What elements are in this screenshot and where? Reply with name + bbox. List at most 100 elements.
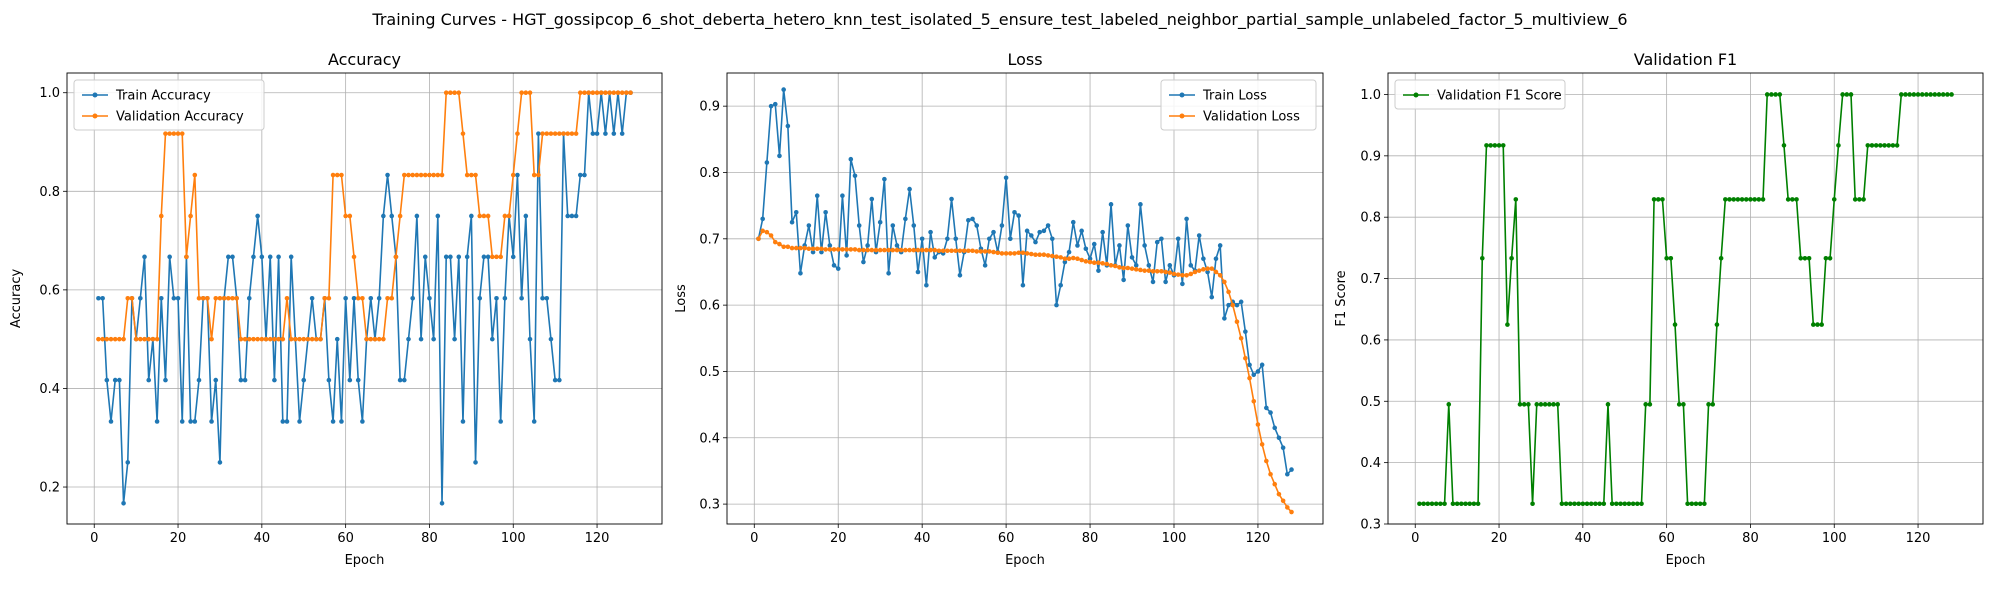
- data-point: [936, 248, 942, 254]
- data-point: [949, 196, 954, 202]
- y-tick-label: 0.8: [1360, 211, 1381, 226]
- data-point: [184, 254, 189, 260]
- data-point: [452, 90, 457, 96]
- data-point: [552, 377, 558, 383]
- data-point: [1159, 269, 1164, 274]
- data-point: [882, 247, 887, 253]
- data-point: [1079, 257, 1084, 263]
- data-point: [536, 131, 541, 136]
- data-point: [615, 90, 621, 96]
- data-point: [347, 213, 353, 219]
- data-point: [473, 172, 478, 178]
- data-point: [932, 247, 938, 253]
- data-point: [251, 254, 256, 260]
- data-point: [414, 172, 420, 178]
- data-point: [1685, 501, 1690, 507]
- data-point: [1886, 143, 1892, 148]
- x-tick-label: 120: [1246, 531, 1271, 546]
- data-point: [519, 295, 524, 301]
- data-point: [230, 295, 235, 301]
- data-point: [255, 336, 260, 342]
- data-point: [1008, 251, 1013, 256]
- data-point: [1083, 259, 1089, 264]
- data-point: [498, 419, 503, 424]
- data-point: [1798, 256, 1804, 261]
- data-point: [1542, 402, 1548, 407]
- data-point: [104, 336, 110, 342]
- data-point: [1024, 228, 1030, 234]
- legend-box: [1394, 79, 1566, 110]
- data-point: [781, 87, 786, 92]
- x-tick-label: 60: [337, 531, 354, 546]
- y-tick-label: 0.7: [1360, 272, 1381, 287]
- data-point: [138, 336, 143, 342]
- data-point: [1133, 267, 1139, 272]
- data-point: [288, 254, 294, 260]
- data-point: [945, 248, 950, 254]
- x-tick-label: 40: [254, 531, 271, 546]
- data-point: [940, 248, 946, 254]
- data-point: [1188, 271, 1194, 277]
- data-point: [188, 213, 193, 219]
- data-point: [376, 336, 382, 342]
- data-point: [1008, 236, 1013, 242]
- data-point: [1037, 252, 1042, 258]
- data-point: [477, 295, 483, 301]
- legend-label: Train Loss: [1202, 89, 1267, 104]
- data-point: [242, 336, 248, 342]
- data-point: [869, 196, 875, 202]
- data-point: [1429, 501, 1435, 507]
- x-tick-label: 0: [1411, 531, 1419, 546]
- data-point: [1150, 269, 1156, 274]
- data-point: [1104, 261, 1110, 267]
- data-point: [911, 247, 917, 253]
- data-point: [540, 295, 545, 301]
- data-point: [100, 295, 105, 301]
- data-point: [1530, 501, 1535, 507]
- data-point: [234, 295, 239, 301]
- data-point: [1630, 501, 1636, 507]
- data-point: [928, 229, 933, 235]
- y-tick-label: 0.4: [1360, 456, 1381, 471]
- data-point: [953, 248, 959, 254]
- data-point: [970, 248, 975, 254]
- data-point: [1058, 255, 1063, 260]
- data-point: [238, 336, 244, 342]
- data-point: [1167, 263, 1173, 268]
- subplot-3: 0 20 40 60 80 100 120 0.3 0.4 0.5 0.6 0.7 0.8 0.9 1.0 V…: [1334, 50, 1984, 568]
- data-point: [928, 247, 933, 253]
- data-point: [911, 223, 917, 228]
- data-point: [1526, 402, 1531, 407]
- data-point: [760, 228, 765, 234]
- y-tick-label: 0.3: [699, 498, 720, 513]
- data-point: [301, 377, 307, 383]
- data-point: [464, 254, 470, 260]
- y-tick-label: 0.9: [1360, 149, 1381, 164]
- x-tick-label: 80: [1742, 531, 1759, 546]
- data-point: [1255, 422, 1261, 427]
- data-point: [1538, 402, 1544, 407]
- data-point: [1563, 501, 1569, 507]
- data-point: [351, 254, 357, 260]
- data-point: [1280, 498, 1286, 504]
- figure-suptitle: Training Curves - HGT_gossipcop_6_shot_d…: [371, 10, 1627, 30]
- legend-swatch-marker: [92, 113, 98, 119]
- data-point: [1154, 269, 1160, 274]
- subplot-2: 0 20 40 60 80 100 120 0.3 0.4 0.5 0.6 0.7 0.8 0.9 Loss…: [674, 50, 1324, 568]
- data-point: [351, 295, 357, 301]
- data-point: [810, 249, 816, 255]
- data-point: [163, 377, 168, 383]
- data-point: [1475, 501, 1481, 507]
- legend-swatch-marker: [1179, 113, 1185, 119]
- data-point: [1045, 223, 1051, 228]
- data-point: [1041, 252, 1047, 258]
- data-point: [1192, 269, 1198, 275]
- data-point: [611, 90, 617, 96]
- data-point: [372, 336, 378, 342]
- data-point: [448, 90, 453, 96]
- data-point: [1096, 268, 1101, 273]
- data-point: [1117, 265, 1122, 270]
- data-point: [865, 243, 870, 248]
- data-point: [104, 377, 110, 383]
- data-point: [1467, 501, 1473, 507]
